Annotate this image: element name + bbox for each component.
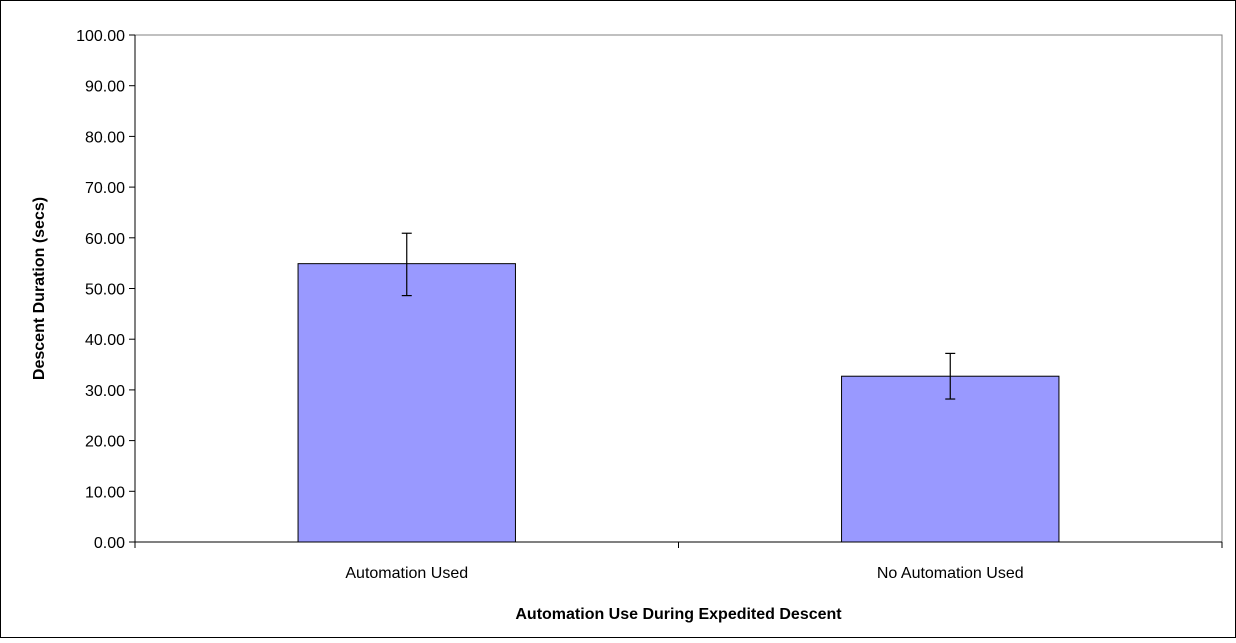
y-tick-label: 0.00 (94, 535, 125, 552)
y-tick-label: 70.00 (85, 180, 125, 197)
y-tick-label: 50.00 (85, 282, 125, 299)
y-tick-label: 20.00 (85, 434, 125, 451)
bar-series (297, 263, 1060, 543)
error-bar (945, 352, 956, 400)
x-axis-title: Automation Use During Expedited Descent (515, 606, 842, 623)
bar (297, 263, 516, 543)
y-tick-label: 30.00 (85, 383, 125, 400)
error-bar-group (401, 232, 956, 400)
x-tick-label: No Automation Used (877, 565, 1024, 582)
error-bar (401, 232, 412, 297)
y-tick-label: 60.00 (85, 231, 125, 248)
y-axis-title: Descent Duration (secs) (31, 197, 48, 380)
y-tick-label: 40.00 (85, 332, 125, 349)
y-tick-label: 10.00 (85, 484, 125, 501)
y-axis: 0.00 10.00 20.00 30.00 40.00 50.00 60.00 70.00 8… (76, 28, 136, 552)
bar (841, 375, 1060, 543)
y-tick-label: 90.00 (85, 79, 125, 96)
x-tick-label: Automation Used (345, 565, 468, 582)
y-tick-label: 100.00 (76, 28, 125, 45)
y-tick-label: 80.00 (85, 129, 125, 146)
